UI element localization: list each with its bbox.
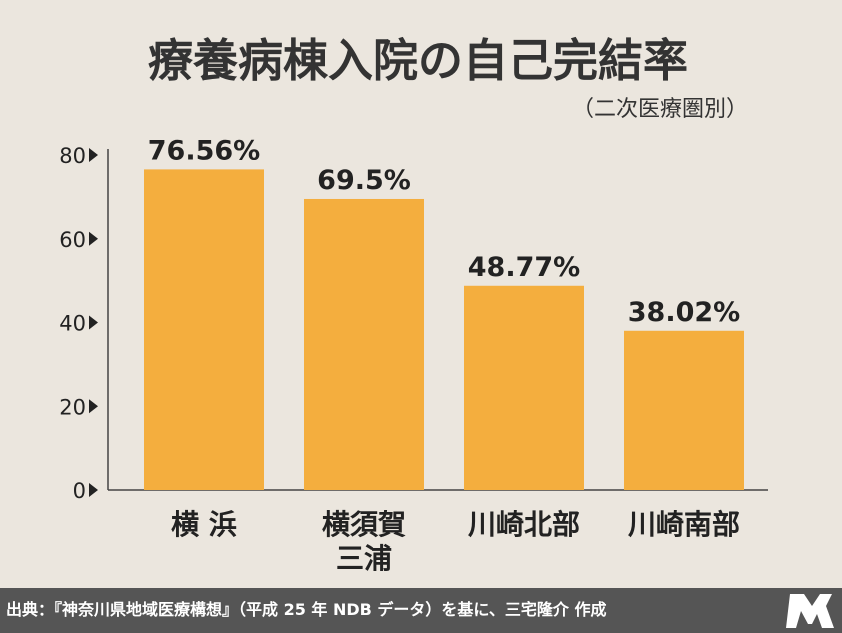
footer-bar [0, 588, 842, 633]
y-tick-label: 60 [59, 228, 86, 252]
y-tick-marker [89, 483, 98, 497]
bar [144, 169, 264, 490]
y-tick-label: 40 [59, 312, 86, 336]
logo [786, 594, 834, 628]
bar [624, 330, 744, 490]
logo-mark [786, 594, 834, 628]
bar [464, 285, 584, 490]
y-tick-marker [89, 148, 98, 162]
bar [304, 198, 424, 490]
footer-source: 出典：『神奈川県地域医療構想』（平成 25 年 NDB データ）を基に、三宅隆介… [6, 600, 607, 619]
data-label: 48.77% [468, 252, 580, 283]
y-tick-label: 80 [59, 144, 86, 168]
data-label: 76.56% [148, 135, 260, 166]
x-tick-label: 横 浜 [171, 508, 237, 541]
x-tick-label: 川崎北部 [468, 508, 580, 541]
y-tick-label: 0 [73, 479, 86, 503]
y-tick-marker [89, 315, 98, 330]
data-label: 69.5% [317, 165, 411, 196]
data-label: 38.02% [628, 297, 740, 328]
y-tick-marker [89, 399, 98, 414]
chart-subtitle: （二次医療圏別） [572, 97, 748, 122]
chart-title: 療養病棟入院の自己完結率 [148, 34, 688, 87]
x-tick-label: 横須賀 [322, 508, 406, 541]
x-tick-label: 川崎南部 [628, 508, 740, 541]
x-tick-label: 三浦 [336, 542, 392, 575]
y-tick-marker [89, 231, 98, 246]
y-tick-label: 20 [59, 395, 86, 419]
